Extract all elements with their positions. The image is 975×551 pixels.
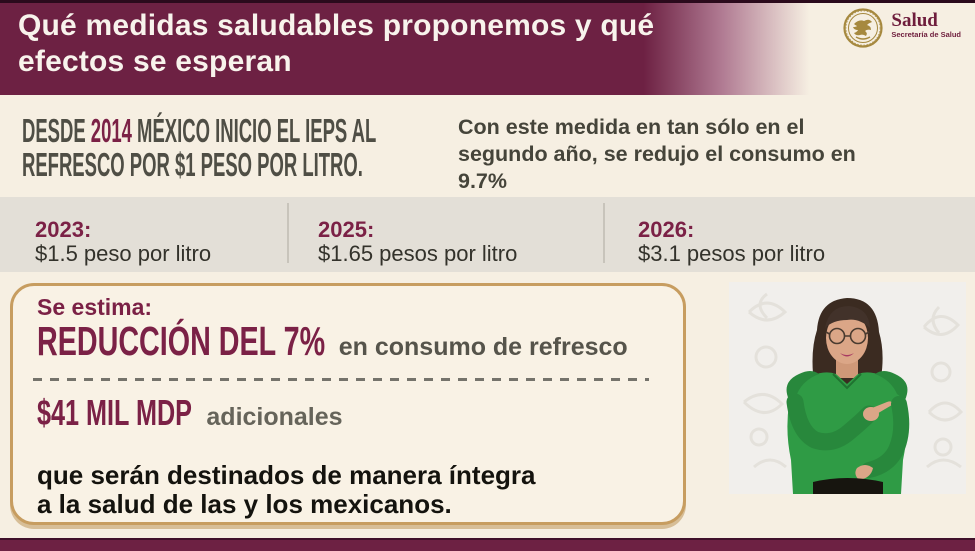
timeline-item-2026: 2026: $3.1 pesos por litro <box>638 218 825 266</box>
salud-logo: Salud Secretaría de Salud <box>843 8 961 48</box>
reduction-row: REDUCCIÓN DEL 7% en consumo de refresco <box>37 318 628 365</box>
logo-subtitle: Secretaría de Salud <box>891 30 961 39</box>
revenue-highlight: $41 MIL MDP <box>37 392 192 433</box>
reduction-highlight: REDUCCIÓN DEL 7% <box>37 318 326 364</box>
consumption-reduction-note: Con este medida en tan sólo en el segund… <box>458 115 856 193</box>
page-title: Qué medidas saludables proponemos y qué … <box>18 8 654 80</box>
eagle-emblem-icon <box>843 8 883 48</box>
ieps-year-highlight: 2014 <box>90 112 132 149</box>
timeline-value: $1.5 peso por litro <box>35 241 212 266</box>
estimate-footnote: que serán destinados de manera íntegra a… <box>37 461 536 519</box>
revenue-rest: adicionales <box>206 403 343 431</box>
top-border-line <box>0 0 975 3</box>
ieps-statement: DESDE 2014 MÉXICO INICIO EL IEPS AL REFR… <box>22 114 376 182</box>
dashed-divider <box>33 378 649 381</box>
footnote-line1: que serán destinados de manera íntegra <box>37 460 536 490</box>
ieps-statement-line1: DESDE 2014 MÉXICO INICIO EL IEPS AL <box>22 112 377 149</box>
timeline-year: 2026: <box>638 217 695 242</box>
timeline-value: $3.1 pesos por litro <box>638 241 826 266</box>
ieps-statement-line2: REFRESCO POR $1 PESO POR LITRO. <box>22 146 363 183</box>
timeline-item-2023: 2023: $1.5 peso por litro <box>35 218 211 266</box>
logo-text: Salud Secretaría de Salud <box>891 11 961 39</box>
estimate-box: Se estima: REDUCCIÓN DEL 7% en consumo d… <box>10 283 686 525</box>
bottom-bar <box>0 538 975 551</box>
sign-language-interpreter-photo <box>729 282 966 494</box>
timeline-item-2025: 2025: $1.65 pesos por litro <box>318 218 517 266</box>
header: Qué medidas saludables proponemos y qué … <box>0 0 975 95</box>
interpreter-figure <box>786 298 910 494</box>
logo-name: Salud <box>891 10 938 31</box>
footnote-line2: a la salud de las y los mexicanos. <box>37 489 452 519</box>
tax-timeline-band: 2023: $1.5 peso por litro 2025: $1.65 pe… <box>0 197 975 272</box>
timeline-value: $1.65 pesos por litro <box>318 241 518 266</box>
timeline-divider <box>603 203 605 263</box>
estimate-heading: Se estima: <box>37 294 153 320</box>
timeline-year: 2025: <box>318 217 375 242</box>
timeline-year: 2023: <box>35 217 92 242</box>
revenue-row: $41 MIL MDP adicionales <box>37 392 343 434</box>
reduction-rest: en consumo de refresco <box>338 333 628 361</box>
page-title-line1: Qué medidas saludables proponemos y qué <box>18 9 655 42</box>
timeline-divider <box>287 203 289 263</box>
page-title-line2: efectos se esperan <box>18 45 292 78</box>
